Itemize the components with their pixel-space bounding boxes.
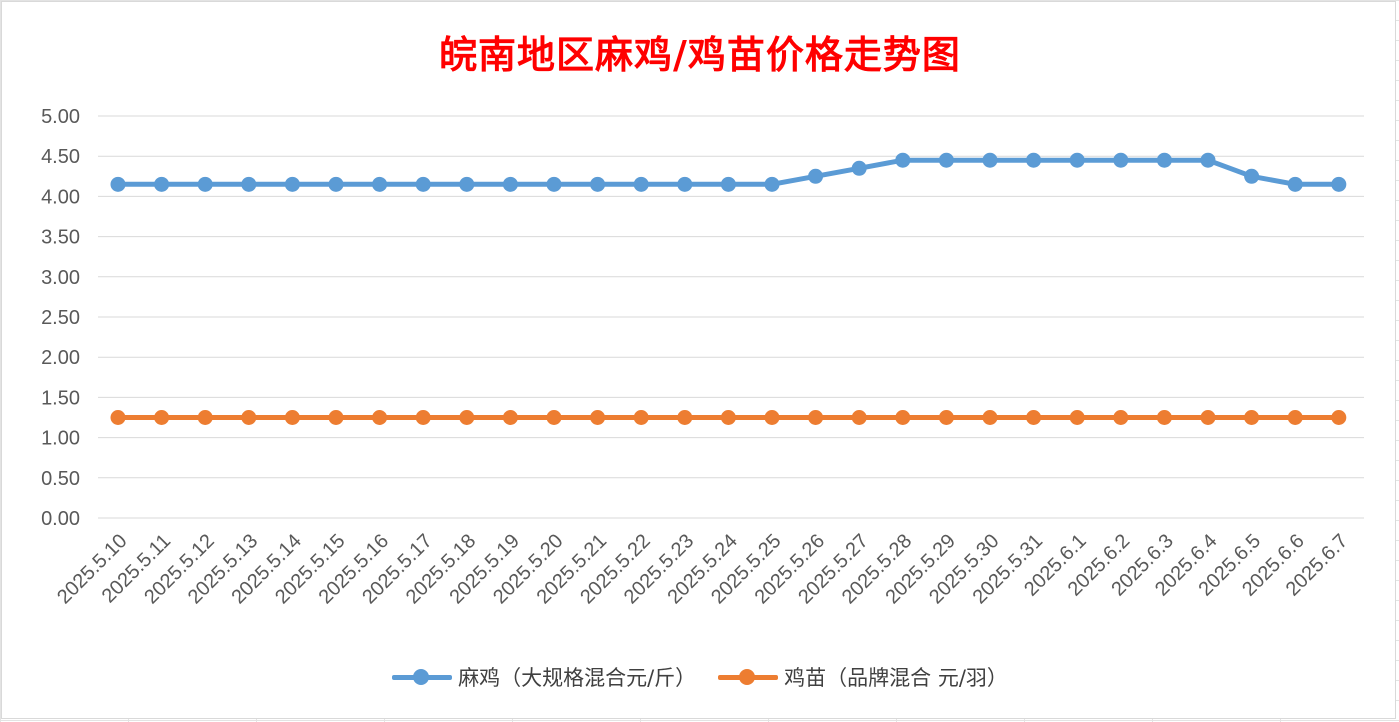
data-point-series-1 <box>764 176 780 192</box>
data-point-series-1 <box>1156 152 1172 168</box>
legend-item-series-1[interactable]: 麻鸡（大规格混合元/斤） <box>392 662 696 692</box>
data-point-series-1 <box>720 176 736 192</box>
legend-swatch-series-1 <box>392 668 453 686</box>
y-tick-label: 3.00 <box>41 267 80 289</box>
legend-label-series-2: 鸡苗（品牌混合 元/羽） <box>784 666 1008 690</box>
data-point-series-2 <box>284 410 300 425</box>
legend: 麻鸡（大规格混合元/斤） 鸡苗（品牌混合 元/羽） <box>2 662 1398 692</box>
data-point-series-2 <box>1113 410 1129 425</box>
data-point-series-2 <box>1287 410 1303 425</box>
data-point-series-2 <box>197 410 213 425</box>
data-point-series-2 <box>677 410 693 425</box>
data-point-series-1 <box>459 176 475 192</box>
data-point-series-2 <box>938 410 954 425</box>
data-point-series-1 <box>241 176 257 192</box>
data-point-series-2 <box>851 410 867 425</box>
y-tick-label: 2.00 <box>41 347 80 369</box>
data-point-series-1 <box>546 176 562 192</box>
data-point-series-2 <box>982 410 998 425</box>
data-point-series-1 <box>1244 168 1260 184</box>
data-point-series-1 <box>1331 176 1347 192</box>
y-tick-label: 1.00 <box>41 428 80 450</box>
gridlines <box>98 115 1364 519</box>
data-point-series-2 <box>415 410 431 425</box>
data-point-series-1 <box>284 176 300 192</box>
data-point-series-2 <box>764 410 780 425</box>
data-point-series-2 <box>502 410 518 425</box>
data-point-series-1 <box>110 176 126 192</box>
y-tick-label: 5.00 <box>41 106 80 128</box>
x-axis-tick-labels: 2025.5.102025.5.112025.5.122025.5.132025… <box>53 530 1352 608</box>
y-tick-label: 0.50 <box>41 468 80 490</box>
y-axis-tick-labels: 0.00 0.50 1.00 1.50 2.00 2.50 3.00 3.50 4.00 4.50… <box>41 106 80 530</box>
data-point-series-2 <box>1200 410 1216 425</box>
chart-title: 皖南地区麻鸡/鸡苗价格走势图 <box>439 32 961 77</box>
data-point-series-1 <box>633 176 649 192</box>
data-point-series-1 <box>1113 152 1129 168</box>
data-point-series-1 <box>197 176 213 192</box>
data-point-series-2 <box>1026 410 1042 425</box>
data-point-series-2 <box>808 410 824 425</box>
y-tick-label: 3.50 <box>41 227 80 249</box>
y-tick-label: 4.00 <box>41 186 80 208</box>
data-point-series-2 <box>720 410 736 425</box>
data-point-series-2 <box>1244 410 1260 425</box>
data-point-series-1 <box>154 176 170 192</box>
y-tick-label: 1.50 <box>41 387 80 409</box>
data-point-series-1 <box>1026 152 1042 168</box>
data-point-series-2 <box>590 410 606 425</box>
data-point-series-2 <box>1069 410 1085 425</box>
data-point-series-1 <box>415 176 431 192</box>
data-point-series-1 <box>982 152 998 168</box>
data-point-series-1 <box>590 176 606 192</box>
legend-item-series-2[interactable]: 鸡苗（品牌混合 元/羽） <box>718 662 1008 692</box>
data-point-series-2 <box>1331 410 1347 425</box>
legend-swatch-series-2 <box>718 668 779 686</box>
data-point-series-1 <box>502 176 518 192</box>
data-point-series-2 <box>241 410 257 425</box>
data-point-series-2 <box>633 410 649 425</box>
data-point-series-1 <box>808 168 824 184</box>
data-point-series-1 <box>677 176 693 192</box>
data-point-series-2 <box>1156 410 1172 425</box>
data-point-series-1 <box>328 176 344 192</box>
data-point-series-1 <box>372 176 388 192</box>
data-point-series-1 <box>1069 152 1085 168</box>
data-point-series-2 <box>895 410 911 425</box>
data-point-series-1 <box>938 152 954 168</box>
data-point-series-1 <box>895 152 911 168</box>
data-point-series-2 <box>546 410 562 425</box>
data-point-series-2 <box>372 410 388 425</box>
y-tick-label: 4.50 <box>41 146 80 168</box>
data-point-series-2 <box>110 410 126 425</box>
y-tick-label: 2.50 <box>41 307 80 329</box>
data-point-series-2 <box>154 410 170 425</box>
data-point-series-2 <box>328 410 344 425</box>
y-tick-label: 0.00 <box>41 508 80 530</box>
data-point-series-1 <box>1287 176 1303 192</box>
legend-label-series-1: 麻鸡（大规格混合元/斤） <box>458 666 697 690</box>
data-point-series-1 <box>1200 152 1216 168</box>
data-point-series-1 <box>851 160 867 176</box>
legend-marker-series-2 <box>739 669 756 685</box>
series-lines <box>110 152 1347 425</box>
data-point-series-2 <box>459 410 475 425</box>
legend-marker-series-1 <box>413 669 430 685</box>
